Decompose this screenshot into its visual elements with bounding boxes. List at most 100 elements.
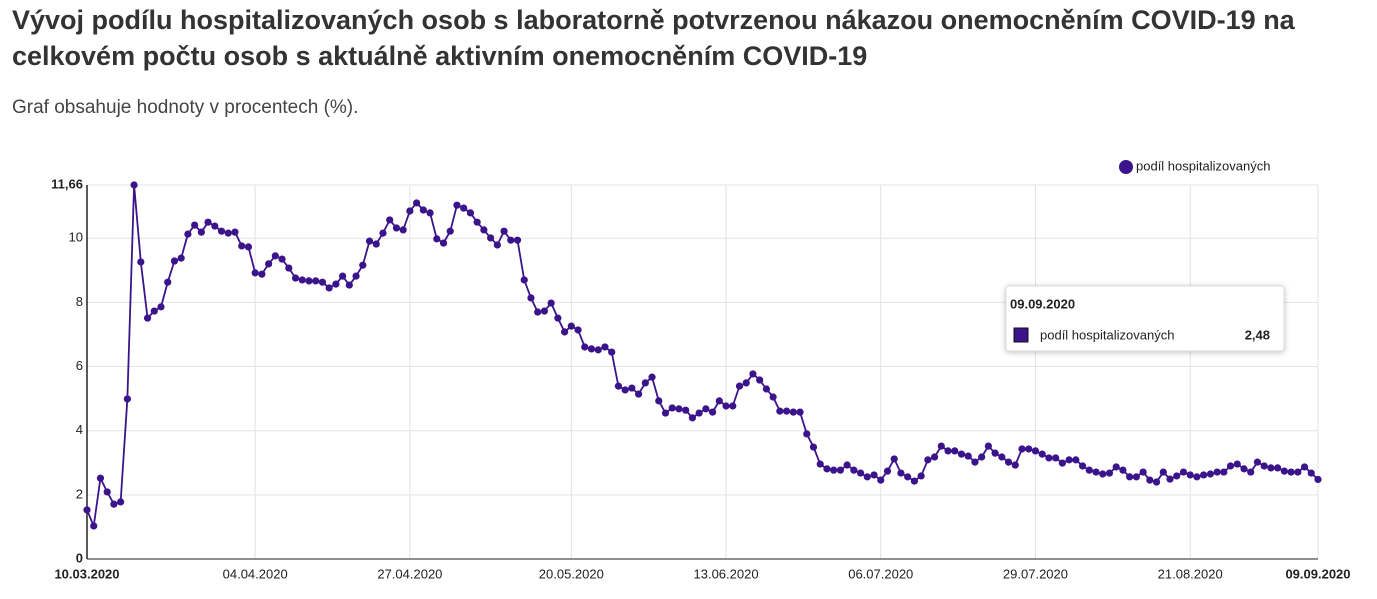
y-tick-label: 8: [76, 294, 83, 309]
data-point: [776, 407, 784, 415]
data-point: [278, 255, 286, 263]
data-point: [446, 227, 454, 235]
data-point: [1233, 460, 1241, 468]
data-point: [1159, 468, 1167, 476]
tooltip-value: 2,48: [1245, 327, 1270, 342]
data-point: [1280, 467, 1288, 475]
data-point: [130, 181, 138, 189]
chart-title: Vývoj podílu hospitalizovaných osob s la…: [12, 5, 1295, 71]
tooltip: 09.09.2020 podíl hospitalizovaných 2,48: [1005, 285, 1285, 352]
data-point: [1038, 450, 1046, 458]
data-point: [197, 228, 205, 236]
data-point: [291, 274, 300, 282]
data-point: [897, 469, 905, 477]
data-point: [1226, 462, 1235, 470]
data-point: [1193, 473, 1201, 481]
data-point: [1119, 466, 1127, 474]
y-tick-label: 10: [69, 230, 83, 245]
data-point: [90, 522, 98, 530]
data-point: [634, 390, 643, 398]
data-point: [1200, 471, 1208, 479]
data-point: [924, 456, 932, 464]
data-point: [1173, 472, 1181, 480]
data-point: [406, 207, 414, 215]
y-tick-label: 4: [76, 422, 83, 437]
data-point: [964, 452, 972, 460]
data-point: [978, 453, 986, 461]
data-point: [1186, 471, 1194, 479]
data-point: [413, 199, 421, 207]
data-point: [372, 240, 380, 248]
data-point: [816, 460, 824, 468]
data-point: [661, 409, 670, 417]
data-point: [594, 346, 602, 354]
data-point: [258, 270, 266, 278]
data-point: [453, 201, 461, 209]
data-point: [836, 466, 844, 474]
data-point: [224, 229, 232, 237]
data-point: [1004, 458, 1013, 466]
data-point: [951, 447, 959, 455]
data-point: [540, 307, 549, 315]
data-point: [244, 243, 253, 251]
data-point: [883, 467, 892, 475]
data-point: [1247, 468, 1255, 476]
data-point: [984, 442, 992, 450]
data-point: [1314, 475, 1322, 484]
data-point: [534, 308, 542, 316]
data-point: [648, 373, 656, 381]
data-point: [1025, 445, 1033, 453]
data-point: [392, 224, 401, 232]
data-point: [1274, 464, 1282, 472]
tooltip-title: 09.09.2020: [1010, 296, 1075, 311]
x-tick-label: 21.08.2020: [1158, 566, 1223, 581]
data-point: [567, 322, 575, 330]
data-point: [1078, 462, 1087, 470]
data-point: [251, 269, 259, 277]
tooltip-swatch: [1013, 327, 1029, 343]
data-point: [298, 276, 306, 284]
data-point: [466, 209, 475, 217]
data-point: [1011, 461, 1019, 469]
data-point: [1152, 478, 1161, 486]
tooltip-box: [1005, 285, 1285, 352]
data-point: [641, 379, 649, 387]
y-tick-label: 0: [76, 550, 83, 565]
data-point: [796, 408, 804, 416]
data-point: [930, 453, 939, 461]
data-point: [762, 385, 771, 393]
data-point: [877, 476, 885, 484]
y-tick-label: 11,66: [51, 176, 83, 191]
data-point: [1031, 447, 1040, 455]
x-tick-label: 04.04.2020: [223, 566, 288, 581]
x-tick-label: 20.05.2020: [539, 566, 604, 581]
data-point: [809, 443, 818, 451]
data-point: [735, 382, 744, 390]
data-point: [1179, 468, 1188, 476]
data-point: [769, 393, 777, 401]
data-point: [312, 277, 320, 285]
data-point: [561, 328, 569, 336]
data-point: [110, 500, 118, 508]
data-point: [608, 348, 616, 356]
data-point: [1018, 445, 1026, 453]
data-point: [507, 236, 515, 244]
data-point: [433, 235, 441, 243]
data-point: [722, 402, 730, 410]
data-point: [1112, 463, 1120, 471]
data-point: [547, 299, 555, 307]
data-point: [937, 442, 945, 450]
data-point: [473, 218, 481, 226]
data-point: [520, 276, 528, 284]
data-point: [1146, 476, 1154, 484]
data-point: [365, 237, 374, 245]
data-point: [1166, 475, 1174, 483]
data-point: [675, 405, 683, 413]
data-point: [386, 216, 394, 224]
data-point: [702, 405, 710, 413]
data-point: [285, 264, 293, 272]
data-point: [655, 397, 663, 405]
y-tick-label: 6: [76, 358, 83, 373]
data-point: [601, 343, 609, 351]
